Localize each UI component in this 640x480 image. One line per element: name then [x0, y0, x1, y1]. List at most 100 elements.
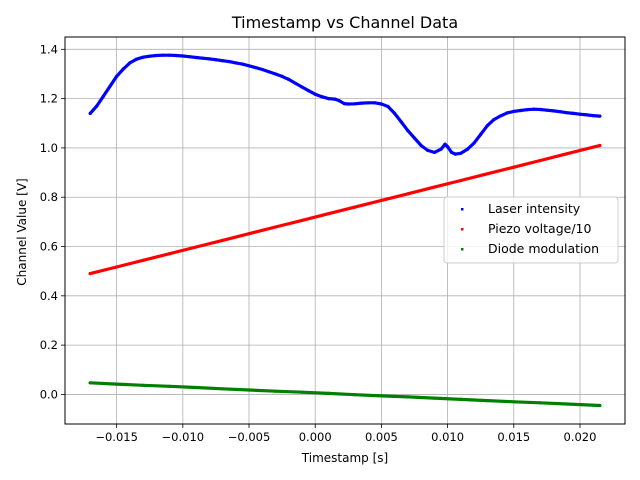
- data-point: [194, 385, 198, 390]
- data-point: [485, 124, 489, 128]
- data-point: [518, 108, 523, 113]
- data-point: [174, 53, 178, 58]
- data-point: [293, 81, 297, 85]
- data-point: [450, 150, 454, 154]
- data-point: [353, 393, 357, 397]
- series-trace: [88, 381, 602, 408]
- data-point: [220, 387, 225, 391]
- data-point: [406, 129, 410, 133]
- data-point: [459, 151, 463, 155]
- data-point: [525, 108, 529, 112]
- y-tick-label: 1.4: [40, 42, 58, 56]
- data-point: [115, 265, 119, 269]
- data-point: [201, 56, 205, 60]
- data-point: [168, 53, 172, 57]
- data-point: [273, 225, 278, 229]
- data-point: [492, 118, 496, 122]
- data-point: [220, 59, 225, 63]
- data-point: [121, 67, 125, 71]
- data-point: [194, 55, 198, 60]
- data-point: [128, 61, 132, 65]
- data-point: [432, 150, 436, 154]
- plot-data: [88, 53, 602, 408]
- data-point: [426, 148, 430, 152]
- legend-marker: [461, 228, 464, 231]
- data-point: [432, 185, 436, 189]
- data-point: [379, 102, 383, 106]
- x-tick-label: 0.020: [564, 430, 597, 444]
- legend-marker: [461, 208, 464, 211]
- data-point: [254, 66, 258, 70]
- data-point: [168, 384, 172, 388]
- plot-area-frame: [64, 36, 626, 425]
- data-point: [598, 114, 602, 118]
- legend-box: [443, 196, 619, 264]
- data-point: [267, 70, 271, 74]
- data-point: [512, 400, 516, 404]
- data-point: [161, 53, 165, 57]
- data-point: [353, 205, 357, 209]
- data-point: [320, 95, 324, 99]
- data-point: [154, 53, 158, 58]
- data-point: [366, 101, 370, 105]
- data-point: [406, 192, 410, 196]
- y-tick-label: 0.8: [40, 190, 58, 204]
- x-tick-label: 0.000: [299, 430, 332, 444]
- data-point: [300, 218, 304, 222]
- data-point: [443, 142, 447, 146]
- data-point: [353, 102, 357, 106]
- data-point: [346, 102, 350, 106]
- data-point: [260, 67, 264, 72]
- y-tick-label: 1.0: [40, 141, 58, 155]
- data-point: [598, 143, 602, 148]
- x-tick-label: −0.005: [228, 430, 271, 444]
- data-point: [571, 111, 576, 115]
- y-axis-label: Channel Value [V]: [15, 178, 29, 285]
- data-point: [479, 132, 483, 136]
- data-point: [538, 107, 542, 112]
- data-point: [419, 143, 423, 148]
- data-point: [148, 54, 152, 58]
- data-point: [108, 84, 112, 88]
- data-point: [101, 94, 105, 98]
- data-point: [512, 165, 516, 169]
- data-point: [459, 178, 463, 183]
- data-point: [585, 113, 589, 117]
- data-point: [227, 60, 231, 64]
- data-point: [220, 238, 225, 242]
- y-tick-label: 1.2: [40, 92, 58, 106]
- data-point: [359, 101, 364, 105]
- data-point: [373, 101, 377, 105]
- chart-title: Timestamp vs Channel Data: [231, 13, 458, 32]
- data-point: [578, 112, 582, 116]
- data-point: [300, 390, 304, 394]
- legend: Laser intensity Piezo voltage/10 Diode mod…: [443, 196, 619, 264]
- data-point: [598, 403, 602, 408]
- y-tick-label: 0.4: [40, 289, 58, 303]
- data-point: [234, 61, 238, 65]
- data-point: [459, 397, 463, 401]
- data-point: [115, 74, 119, 78]
- data-point: [499, 114, 503, 118]
- series-diode-modulation: [88, 381, 602, 408]
- y-tick-label: 0.2: [40, 338, 58, 352]
- y-tick-label: 0.6: [40, 240, 58, 254]
- data-point: [538, 158, 542, 163]
- data-point: [141, 258, 145, 262]
- data-point: [273, 72, 278, 76]
- data-point: [247, 388, 251, 392]
- data-point: [287, 77, 291, 81]
- data-point: [88, 381, 92, 385]
- data-point: [247, 232, 251, 236]
- data-point: [565, 111, 569, 115]
- data-point: [538, 401, 542, 405]
- data-point: [134, 57, 139, 61]
- data-point: [439, 147, 443, 151]
- data-point: [446, 145, 450, 149]
- data-point: [485, 172, 489, 176]
- data-point: [337, 99, 341, 103]
- y-tick-label: 0.0: [40, 387, 58, 401]
- data-point: [485, 399, 489, 403]
- data-point: [379, 198, 383, 202]
- x-axis-label: Timestamp [s]: [301, 451, 388, 465]
